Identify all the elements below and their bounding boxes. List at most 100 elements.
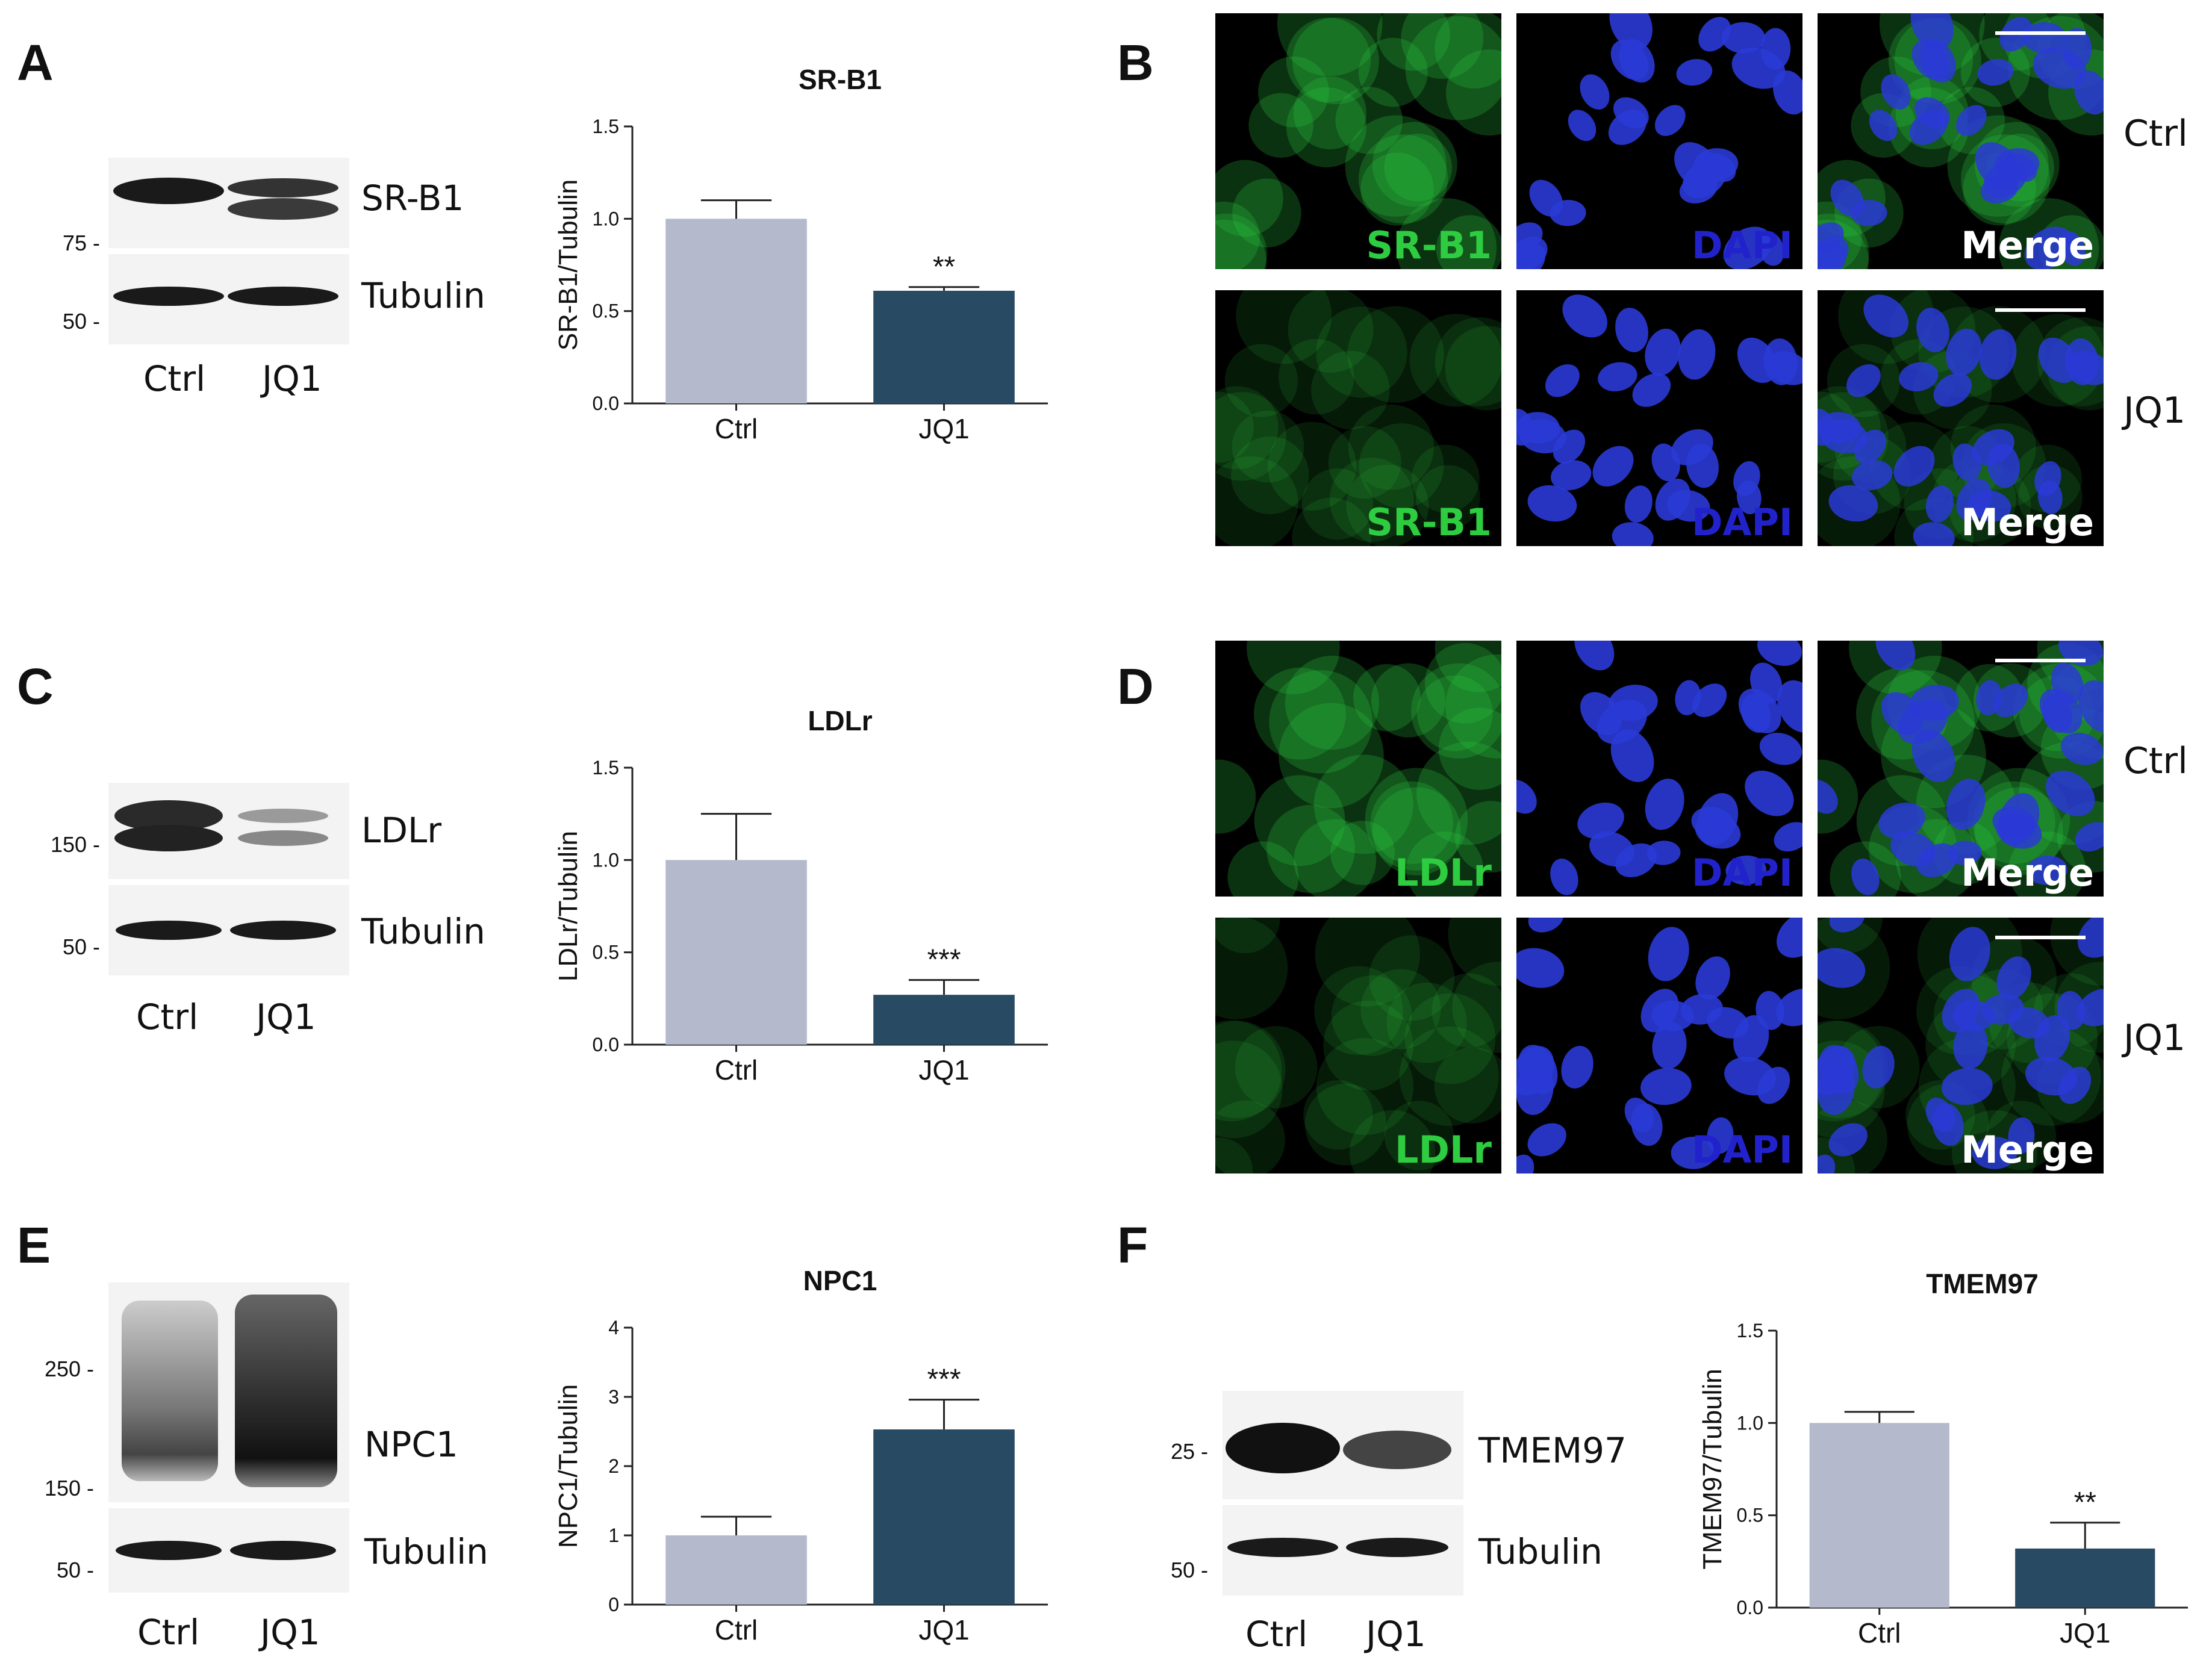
significance-marker: *** — [927, 1364, 961, 1396]
y-tick-label: 0.0 — [1737, 1597, 1763, 1618]
lane-label-ctrl: Ctrl — [136, 996, 199, 1037]
micrograph-cells — [1516, 918, 1802, 1174]
panel-label-e: E — [17, 1217, 51, 1273]
lane-label-ctrl: Ctrl — [1245, 1614, 1308, 1655]
x-tick-label: JQ1 — [2060, 1617, 2110, 1649]
significance-marker: *** — [927, 944, 961, 976]
panel-label-c: C — [17, 658, 54, 715]
chart-title: TMEM97 — [1926, 1268, 2039, 1299]
y-tick-label: 1.0 — [1737, 1412, 1763, 1434]
bar — [873, 995, 1015, 1045]
micrograph-tile: DAPI — [1516, 641, 1802, 897]
lane-label-ctrl: Ctrl — [143, 358, 206, 399]
micrograph-tile: SR-B1 — [1215, 290, 1501, 546]
blot-target-label: NPC1 — [364, 1424, 458, 1465]
blot-target-label: SR-B1 — [361, 178, 464, 219]
channel-label: Merge — [1961, 1128, 2094, 1172]
significance-marker: ** — [2074, 1487, 2096, 1519]
mw-marker: 150 - — [50, 832, 100, 857]
scale-bar — [1995, 31, 2086, 35]
bar-chart-tmem97: TMEM97 TMEM97/Tubulin 0.0 0.5 1.0 1.5 Ctrl JQ1 *… — [1698, 1268, 2188, 1649]
micrograph-tile: LDLr — [1215, 641, 1501, 897]
blot-loading-label: Tubulin — [361, 275, 485, 316]
lane-label-jq1: JQ1 — [256, 996, 316, 1037]
channel-label: DAPI — [1692, 500, 1793, 544]
y-axis-label: TMEM97/Tubulin — [1698, 1369, 1727, 1569]
blot-loading-strip — [108, 885, 349, 975]
micrograph-tile: Merge — [1818, 918, 2104, 1174]
blot-target-strip — [108, 158, 349, 248]
y-axis-label: NPC1/Tubulin — [553, 1384, 583, 1548]
panel-label-b: B — [1117, 34, 1154, 91]
bar — [665, 1535, 807, 1605]
blot-target-label: LDLr — [361, 810, 442, 851]
y-tick-label: 1.0 — [593, 849, 619, 871]
blot-bands — [1227, 1538, 1448, 1557]
channel-label: Merge — [1961, 500, 2094, 544]
channel-label: DAPI — [1692, 1128, 1793, 1172]
blot-bands — [116, 921, 336, 940]
blot-bands — [1226, 1423, 1451, 1473]
chart-title: SR-B1 — [799, 64, 882, 95]
blot-loading-strip — [108, 254, 349, 344]
channel-label: Merge — [1961, 223, 2094, 267]
bar-chart-sr-b1: SR-B1 SR-B1/Tubulin 0.0 0.5 1.0 1.5 Ctrl JQ1 ** — [553, 64, 1048, 444]
y-tick-label: 0.0 — [593, 1034, 619, 1055]
channel-label: DAPI — [1692, 223, 1793, 267]
bar — [2015, 1548, 2155, 1608]
blot-loading-label: Tubulin — [364, 1531, 488, 1572]
bar — [665, 860, 807, 1045]
panel-label-f: F — [1117, 1217, 1148, 1273]
condition-label: Ctrl — [2123, 113, 2188, 155]
y-tick-label: 2 — [608, 1455, 619, 1477]
lane-label-jq1: JQ1 — [262, 358, 322, 399]
y-axis-label: LDLr/Tubulin — [553, 831, 583, 981]
blot-bands — [122, 1295, 337, 1487]
micrograph-cells — [1215, 918, 1501, 1174]
scale-bar — [1995, 308, 2086, 312]
y-tick-label: 1.0 — [593, 208, 619, 229]
scale-bar — [1995, 936, 2086, 939]
y-tick-label: 3 — [608, 1386, 619, 1408]
y-tick-label: 1 — [608, 1525, 619, 1546]
x-tick-label: Ctrl — [715, 413, 758, 444]
blot-bands — [116, 1541, 336, 1560]
bar — [665, 219, 807, 403]
micrograph-cells — [1516, 13, 1802, 269]
bar-chart-npc1: NPC1 NPC1/Tubulin 0 1 2 3 4 Ctrl JQ1 *** — [553, 1265, 1048, 1646]
channel-label: Merge — [1961, 851, 2094, 895]
x-tick-label: JQ1 — [918, 1614, 969, 1646]
x-tick-label: Ctrl — [715, 1614, 758, 1646]
channel-label: LDLr — [1394, 1128, 1492, 1172]
y-tick-label: 0.5 — [593, 942, 619, 963]
blot-target-strip — [108, 1282, 349, 1502]
blot-bands — [113, 287, 338, 306]
blot-loading-label: Tubulin — [1478, 1531, 1603, 1572]
micrograph-tile: DAPI — [1516, 918, 1802, 1174]
bar — [873, 1429, 1015, 1605]
micrograph-cells — [1215, 641, 1501, 897]
micrograph-tile: DAPI — [1516, 13, 1802, 269]
y-tick-label: 0 — [608, 1594, 619, 1615]
mw-marker: 25 - — [1170, 1439, 1208, 1464]
micrograph-tile: SR-B1 — [1215, 13, 1501, 269]
x-tick-label: Ctrl — [715, 1054, 758, 1086]
micrograph-tile: Merge — [1818, 290, 2104, 546]
mw-marker: 250 - — [44, 1357, 94, 1381]
mw-marker: 50 - — [56, 1558, 94, 1582]
micrograph-cells — [1818, 13, 2104, 269]
y-axis-label: SR-B1/Tubulin — [553, 179, 583, 351]
x-tick-label: JQ1 — [918, 413, 969, 444]
condition-label: Ctrl — [2123, 740, 2188, 782]
blot-target-strip — [1223, 1391, 1463, 1499]
significance-marker: ** — [933, 251, 955, 283]
mw-marker: 50 - — [62, 934, 100, 959]
micrograph-tile: Merge — [1818, 13, 2104, 269]
channel-label: SR-B1 — [1366, 500, 1492, 544]
lane-label-jq1: JQ1 — [1366, 1614, 1426, 1655]
scale-bar — [1995, 659, 2086, 662]
micrograph-cells — [1818, 290, 2104, 546]
micrograph-cells — [1516, 294, 1802, 546]
blot-bands — [114, 800, 328, 851]
blot-loading-label: Tubulin — [361, 911, 485, 952]
